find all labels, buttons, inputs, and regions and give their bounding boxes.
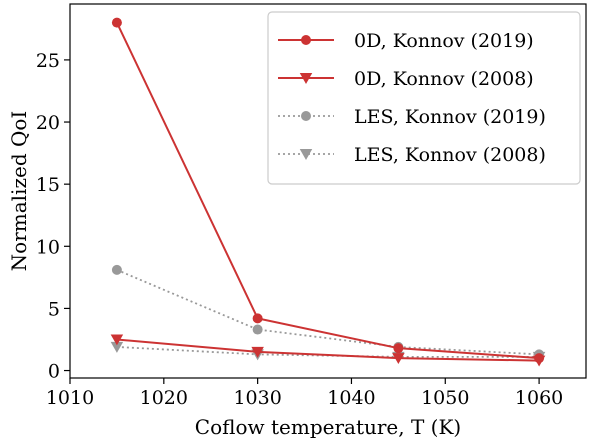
- data-point: [111, 17, 122, 28]
- plot-frame: [69, 3, 587, 379]
- data-point: [252, 324, 263, 335]
- legend-marker: [301, 111, 311, 121]
- series-layer: [110, 17, 546, 367]
- y-tick-label: 20: [36, 112, 60, 134]
- x-tick-label: 1020: [140, 387, 188, 409]
- y-tick-label: 5: [48, 298, 60, 320]
- legend-marker: [299, 73, 313, 84]
- x-tick-label: 1030: [233, 387, 281, 409]
- data-point: [392, 353, 405, 365]
- legend-item: LES, Konnov (2019): [278, 106, 546, 128]
- y-axis-label: Normalized QoI: [7, 111, 31, 272]
- data-point: [111, 264, 122, 275]
- x-axis-ticks: 1010 1020 1030 1040 1050 1060: [46, 378, 563, 409]
- data-point: [110, 341, 124, 353]
- y-tick-label: 10: [36, 236, 60, 258]
- legend-label: 0D, Konnov (2008): [354, 68, 534, 90]
- data-point: [110, 334, 124, 346]
- legend-label: 0D, Konnov (2019): [354, 30, 534, 52]
- series-line: [116, 22, 540, 360]
- x-tick-label: 1010: [46, 387, 94, 409]
- data-point: [252, 313, 263, 324]
- series-line: [116, 338, 540, 362]
- legend-box: [267, 11, 581, 185]
- series-2: [110, 334, 546, 367]
- x-axis-label: Coflow temperature, T (K): [195, 415, 461, 439]
- data-point: [532, 355, 546, 367]
- data-point: [251, 346, 264, 358]
- legend-marker: [299, 149, 313, 160]
- data-point: [393, 343, 404, 354]
- x-tick-label: 1050: [421, 387, 469, 409]
- y-tick-label: 15: [36, 174, 60, 196]
- y-axis-ticks: 0 5 10 15 20 25: [36, 50, 70, 383]
- legend-label: LES, Konnov (2008): [354, 144, 546, 166]
- y-tick-label: 0: [48, 361, 60, 383]
- x-tick-label: 1040: [327, 387, 375, 409]
- legend-item: LES, Konnov (2008): [278, 144, 546, 166]
- x-tick-label: 1060: [515, 387, 563, 409]
- legend-label: LES, Konnov (2019): [354, 106, 546, 128]
- legend-item: 0D, Konnov (2008): [278, 68, 534, 90]
- y-tick-label: 25: [36, 50, 60, 72]
- legend-marker: [301, 35, 311, 45]
- legend-item: 0D, Konnov (2019): [278, 30, 534, 52]
- legend: 0D, Konnov (2019) 0D, Konnov (2008) LES, K…: [267, 11, 581, 185]
- series-line: [116, 269, 540, 356]
